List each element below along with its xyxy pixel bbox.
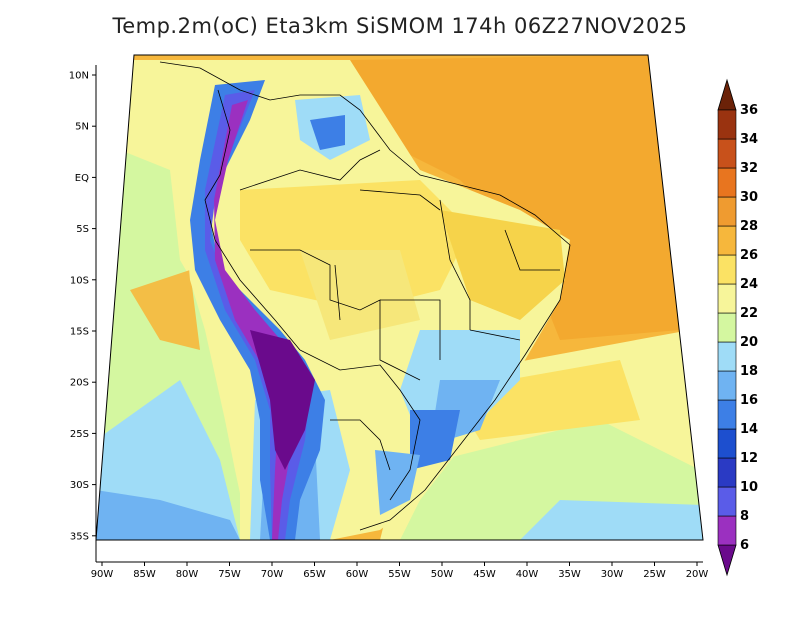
colorbar-swatch [717, 457, 737, 488]
colorbar-label: 10 [740, 480, 758, 495]
colorbar-bottom-arrow [717, 544, 737, 577]
colorbar-swatch [717, 515, 737, 546]
lon-tick-label: 55W [388, 569, 411, 580]
lon-tick-label: 40W [516, 569, 539, 580]
colorbar-swatch [717, 138, 737, 169]
colorbar-swatch [717, 196, 737, 227]
colorbar-labels: 6 8 10 12 14 16 18 20 22 24 26 28 30 32 34 36 [740, 103, 758, 553]
colorbar [717, 78, 737, 577]
lon-tick-label: 80W [176, 569, 199, 580]
map-title: Temp.2m(oC) Eta3km SiSMOM 174h 06Z27NOV2… [112, 14, 688, 38]
lon-tick-label: 70W [261, 569, 284, 580]
colorbar-swatch [717, 428, 737, 459]
lon-tick-label: 65W [303, 569, 326, 580]
colorbar-swatch [717, 109, 737, 140]
colorbar-label: 14 [740, 422, 758, 437]
lat-tick-label: 25S [70, 429, 89, 440]
colorbar-swatch [717, 486, 737, 517]
lat-tick-label: 20S [70, 378, 89, 389]
lon-tick-label: 35W [558, 569, 581, 580]
colorbar-label: 32 [740, 161, 758, 176]
colorbar-swatch [717, 399, 737, 430]
map-frame [95, 54, 704, 541]
lat-tick-label: 10S [70, 275, 89, 286]
country-borders [159, 61, 571, 531]
lon-tick-label: 85W [133, 569, 156, 580]
colorbar-label: 22 [740, 306, 758, 321]
lon-tick-label: 50W [431, 569, 454, 580]
colorbar-label: 24 [740, 277, 758, 292]
lat-tick-label: 15S [70, 327, 89, 338]
lon-tick-label: 75W [218, 569, 241, 580]
colorbar-label: 20 [740, 335, 758, 350]
longitude-ticks: 90W 85W 80W 75W 70W 65W 60W 55W 50W 45W 40W 35W 30W 2… [91, 562, 709, 580]
lat-tick-label: 10N [69, 71, 89, 82]
lon-tick-label: 90W [91, 569, 114, 580]
colorbar-label: 16 [740, 393, 758, 408]
colorbar-label: 36 [740, 103, 758, 118]
colorbar-label: 18 [740, 364, 758, 379]
lon-tick-label: 25W [643, 569, 666, 580]
colorbar-label: 8 [740, 509, 749, 524]
colorbar-swatch [717, 167, 737, 198]
lat-tick-label: 35S [70, 531, 89, 542]
lon-tick-label: 30W [601, 569, 624, 580]
lat-tick-label: 30S [70, 480, 89, 491]
lat-tick-label: 5N [75, 122, 89, 133]
colorbar-swatch [717, 225, 737, 256]
lat-tick-label: EQ [75, 173, 89, 184]
lon-tick-label: 60W [346, 569, 369, 580]
colorbar-swatch [717, 312, 737, 343]
colorbar-swatch [717, 283, 737, 314]
colorbar-top-arrow [717, 78, 737, 111]
colorbar-label: 28 [740, 219, 758, 234]
colorbar-label: 26 [740, 248, 758, 263]
lat-tick-label: 5S [76, 224, 89, 235]
colorbar-swatch [717, 341, 737, 372]
colorbar-label: 12 [740, 451, 758, 466]
colorbar-label: 6 [740, 538, 749, 553]
lon-tick-label: 20W [686, 569, 709, 580]
colorbar-label: 34 [740, 132, 758, 147]
colorbar-label: 30 [740, 190, 758, 205]
colorbar-swatch [717, 254, 737, 285]
lon-tick-label: 45W [473, 569, 496, 580]
temperature-field [96, 55, 703, 540]
colorbar-swatch [717, 370, 737, 401]
latitude-ticks: 10N 5N EQ 5S 10S 15S 20S 25S 30S 35S [69, 71, 96, 542]
